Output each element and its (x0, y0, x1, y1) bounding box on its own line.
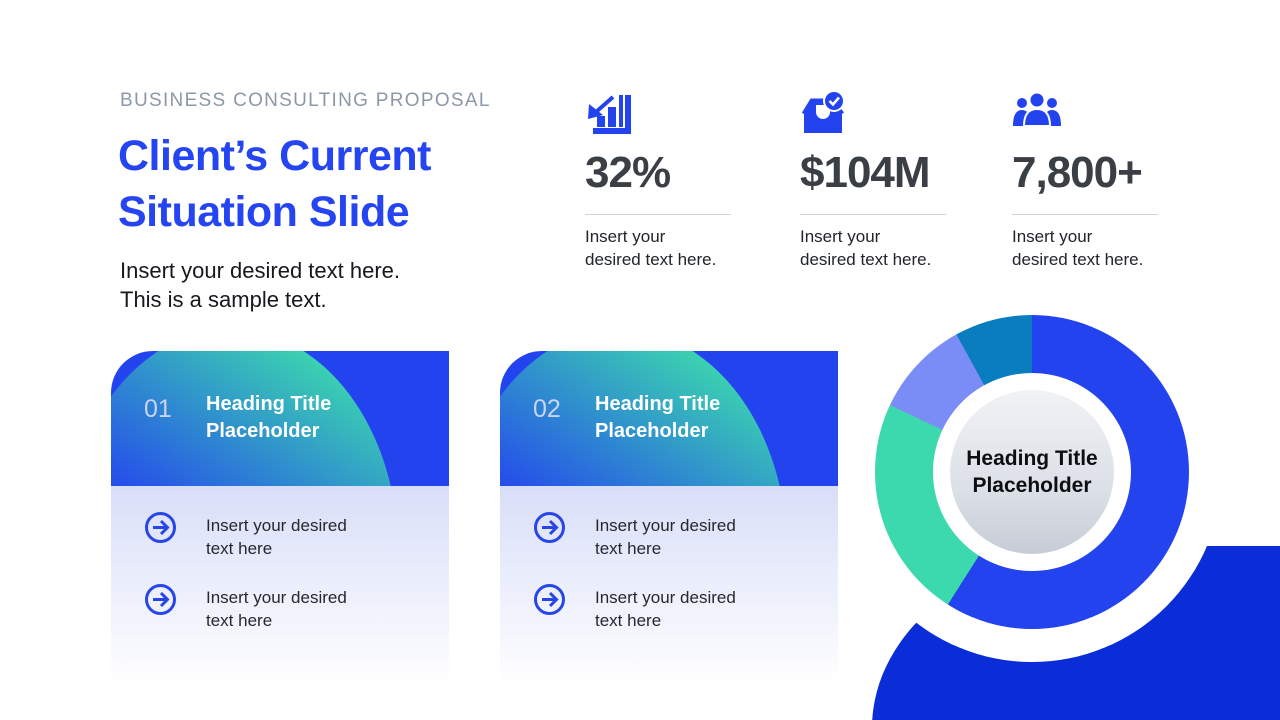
card-item-text: Insert your desired text here (206, 511, 347, 560)
content-card-1: 01 Heading Title Placeholder Insert your… (111, 351, 449, 700)
stat-value: 32% (585, 148, 671, 197)
stat-desc-line1: Insert your (800, 227, 881, 246)
slide-title: Client’s Current Situation Slide (118, 128, 431, 240)
stat-description: Insert your desired text here. (800, 225, 948, 271)
card-header: 01 Heading Title Placeholder (111, 351, 449, 486)
stat-value: 7,800+ (1012, 148, 1143, 197)
stat-block-2: $104M Insert your desired text here. (800, 90, 948, 271)
slide-title-line1: Client’s Current (118, 132, 431, 180)
card-list-item: Insert your desired text here (144, 583, 347, 632)
stat-desc-line2: desired text here. (1012, 250, 1144, 269)
card-item-line2: text here (206, 539, 273, 558)
donut-center-label: Heading Title Placeholder (950, 390, 1114, 554)
card-item-line2: text here (206, 611, 273, 630)
content-card-2: 02 Heading Title Placeholder Insert your… (500, 351, 838, 700)
meeting-people-icon (1012, 91, 1160, 138)
card-heading-line1: Heading Title (206, 393, 332, 415)
card-number: 01 (144, 395, 172, 423)
slide-subtitle-line2: This is a sample text. (120, 287, 327, 312)
card-heading-line2: Placeholder (206, 420, 320, 442)
card-item-line2: text here (595, 611, 662, 630)
stat-block-3: 7,800+ Insert your desired text here. (1012, 91, 1160, 271)
card-item-line1: Insert your desired (595, 516, 736, 535)
card-item-line2: text here (595, 539, 662, 558)
circle-arrow-icon (144, 583, 177, 621)
card-item-text: Insert your desired text here (595, 511, 736, 560)
stat-desc-line2: desired text here. (585, 250, 717, 269)
stat-divider (585, 214, 731, 215)
stat-divider (1012, 214, 1158, 215)
slide-title-line2: Situation Slide (118, 188, 410, 236)
card-heading: Heading Title Placeholder (595, 391, 720, 445)
inbox-check-icon (800, 90, 948, 138)
trend-bar-chart-icon (585, 92, 733, 138)
stat-description: Insert your desired text here. (585, 225, 733, 271)
card-list-item: Insert your desired text here (533, 583, 736, 632)
slide-subtitle: Insert your desired text here. This is a… (120, 256, 400, 314)
card-body: Insert your desired text here Insert you… (500, 486, 838, 700)
card-list-item: Insert your desired text here (533, 511, 736, 560)
card-heading-line2: Placeholder (595, 420, 709, 442)
card-list-item: Insert your desired text here (144, 511, 347, 560)
stat-block-1: 32% Insert your desired text here. (585, 92, 733, 271)
card-body: Insert your desired text here Insert you… (111, 486, 449, 700)
slide-subtitle-line1: Insert your desired text here. (120, 258, 401, 283)
card-item-text: Insert your desired text here (595, 583, 736, 632)
card-item-line1: Insert your desired (206, 516, 347, 535)
slide-kicker: BUSINESS CONSULTING PROPOSAL (120, 90, 491, 111)
stat-desc-line1: Insert your (1012, 227, 1093, 246)
circle-arrow-icon (533, 511, 566, 549)
stat-desc-line2: desired text here. (800, 250, 932, 269)
stat-value: $104M (800, 148, 931, 197)
card-item-line1: Insert your desired (206, 588, 347, 607)
circle-arrow-icon (533, 583, 566, 621)
donut-center-line1: Heading Title (966, 447, 1098, 470)
card-item-text: Insert your desired text here (206, 583, 347, 632)
card-number: 02 (533, 395, 561, 423)
stat-description: Insert your desired text here. (1012, 225, 1160, 271)
stat-desc-line1: Insert your (585, 227, 666, 246)
card-item-line1: Insert your desired (595, 588, 736, 607)
stat-divider (800, 214, 946, 215)
card-heading: Heading Title Placeholder (206, 391, 331, 445)
donut-center-line2: Placeholder (972, 474, 1092, 497)
card-heading-line1: Heading Title (595, 393, 721, 415)
circle-arrow-icon (144, 511, 177, 549)
card-header: 02 Heading Title Placeholder (500, 351, 838, 486)
